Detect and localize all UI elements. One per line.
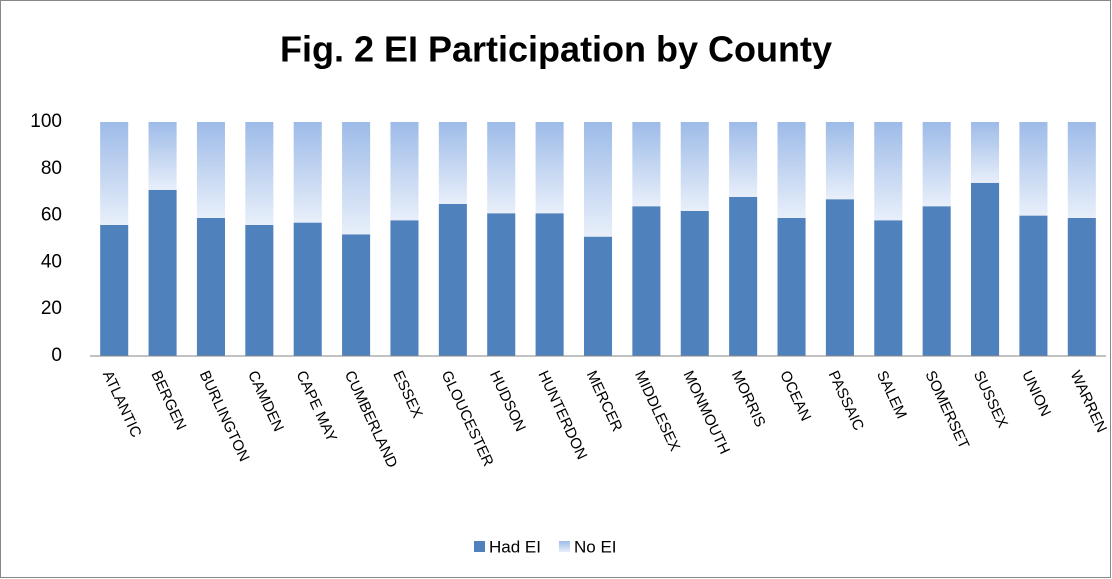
bar-segment <box>342 234 371 356</box>
bar-segment <box>922 122 951 207</box>
bar-segment <box>825 199 854 356</box>
bar-segment <box>487 213 516 356</box>
bar-segment <box>100 122 129 225</box>
bar-segment <box>245 224 274 356</box>
bar-segment <box>729 196 758 356</box>
bar-segment <box>583 122 613 237</box>
bar-segment <box>438 122 467 204</box>
bar-segment <box>293 222 322 356</box>
bar-segment <box>487 122 516 214</box>
bar-segment <box>971 182 1000 356</box>
bar-segment <box>680 210 709 356</box>
bar-segment <box>342 122 371 235</box>
bar-segment <box>1067 217 1096 356</box>
bar-segment <box>535 213 564 356</box>
bar-segment <box>680 122 709 211</box>
bar-segment <box>196 217 225 356</box>
chart-title: Fig. 2 EI Participation by County <box>280 29 832 70</box>
bar-segment <box>438 203 467 356</box>
bar-segment <box>874 122 903 221</box>
bar-segment <box>874 220 903 356</box>
bar-segment <box>825 122 854 200</box>
bar-segment <box>293 122 322 223</box>
bar-segment <box>971 122 1000 183</box>
legend-label: No EI <box>574 537 617 556</box>
bar-segment <box>632 122 661 207</box>
bar-segment <box>1067 122 1096 218</box>
legend-label: Had EI <box>489 537 541 556</box>
bar-segment <box>148 122 177 190</box>
bar-segment <box>922 206 951 356</box>
bar-segment <box>390 122 419 221</box>
y-tick-label: 80 <box>41 158 62 179</box>
bar-segment <box>535 122 564 214</box>
bar-segment <box>1019 215 1048 356</box>
legend-swatch <box>474 541 485 552</box>
bar-segment <box>1019 122 1048 216</box>
bar-segment <box>729 122 758 197</box>
bar-segment <box>583 236 613 356</box>
bar-segment <box>196 122 225 218</box>
bar-segment <box>777 217 806 356</box>
y-tick-label: 40 <box>41 251 62 272</box>
bar-segment <box>390 220 419 356</box>
bar-segment <box>245 122 274 225</box>
y-tick-label: 20 <box>41 298 62 319</box>
bar-segment <box>632 206 661 356</box>
y-tick-label: 0 <box>51 345 62 366</box>
bar-segment <box>777 122 806 218</box>
legend-swatch <box>558 541 570 552</box>
y-tick-label: 100 <box>30 111 62 132</box>
bar-segment <box>100 224 129 356</box>
y-tick-label: 60 <box>41 205 62 226</box>
bar-segment <box>148 189 177 356</box>
